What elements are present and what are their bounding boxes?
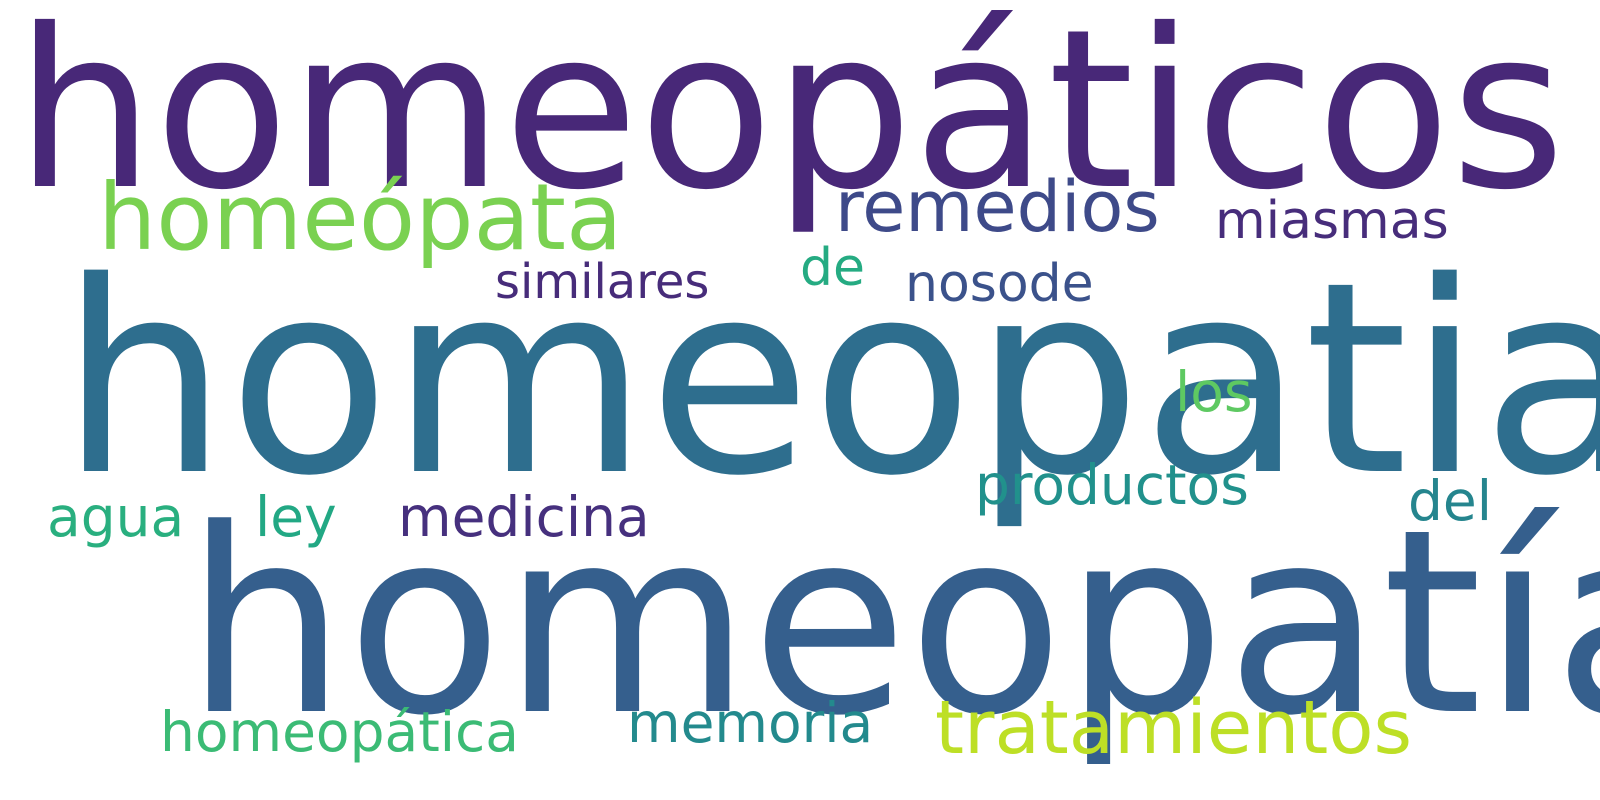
- word-del: del: [1408, 469, 1493, 533]
- word-miasmas: miasmas: [1215, 191, 1449, 251]
- word-tratamientos: tratamientos: [935, 685, 1413, 771]
- word-remedios: remedios: [835, 166, 1160, 248]
- word-medicina: medicina: [398, 485, 650, 549]
- word-memoria: memoria: [627, 691, 874, 755]
- word-ley: ley: [255, 485, 337, 549]
- word-similares: similares: [495, 254, 710, 310]
- word-homeopaticos: homeopáticos: [15, 0, 1566, 238]
- word-agua: agua: [47, 485, 185, 549]
- word-homeopatia: homeopatia: [60, 226, 1600, 534]
- word-de: de: [800, 238, 865, 298]
- word-nosode: nosode: [905, 254, 1094, 314]
- word-homeopata: homeópata: [98, 164, 623, 271]
- word-homeopatica: homeopática: [160, 700, 519, 764]
- word-los: los: [1175, 360, 1253, 424]
- word-homeopatia-accent: homeopatía: [185, 475, 1600, 772]
- word-productos: productos: [975, 453, 1249, 517]
